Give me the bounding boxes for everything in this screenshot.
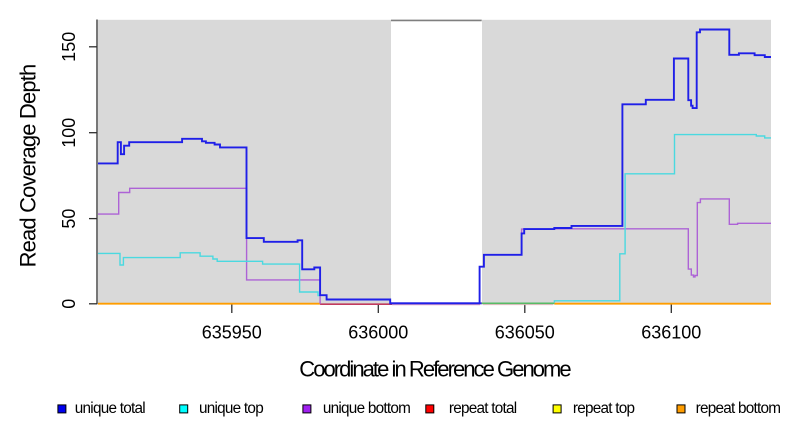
- svg-text:repeat top: repeat top: [573, 400, 635, 417]
- svg-text:repeat bottom: repeat bottom: [696, 400, 781, 417]
- svg-text:636000: 636000: [348, 323, 408, 343]
- svg-text:150: 150: [59, 32, 79, 62]
- svg-text:unique total: unique total: [75, 400, 145, 417]
- svg-text:Coordinate in Reference Genome: Coordinate in Reference Genome: [299, 356, 571, 381]
- svg-text:repeat total: repeat total: [449, 400, 517, 417]
- svg-text:100: 100: [59, 118, 79, 148]
- svg-text:636050: 636050: [495, 323, 555, 343]
- svg-text:636100: 636100: [641, 323, 701, 343]
- svg-text:unique top: unique top: [199, 400, 263, 417]
- svg-text:50: 50: [59, 209, 79, 229]
- svg-text:Read Coverage Depth: Read Coverage Depth: [16, 65, 41, 268]
- svg-text:unique bottom: unique bottom: [323, 400, 410, 417]
- svg-text:0: 0: [59, 299, 79, 309]
- svg-text:635950: 635950: [202, 323, 262, 343]
